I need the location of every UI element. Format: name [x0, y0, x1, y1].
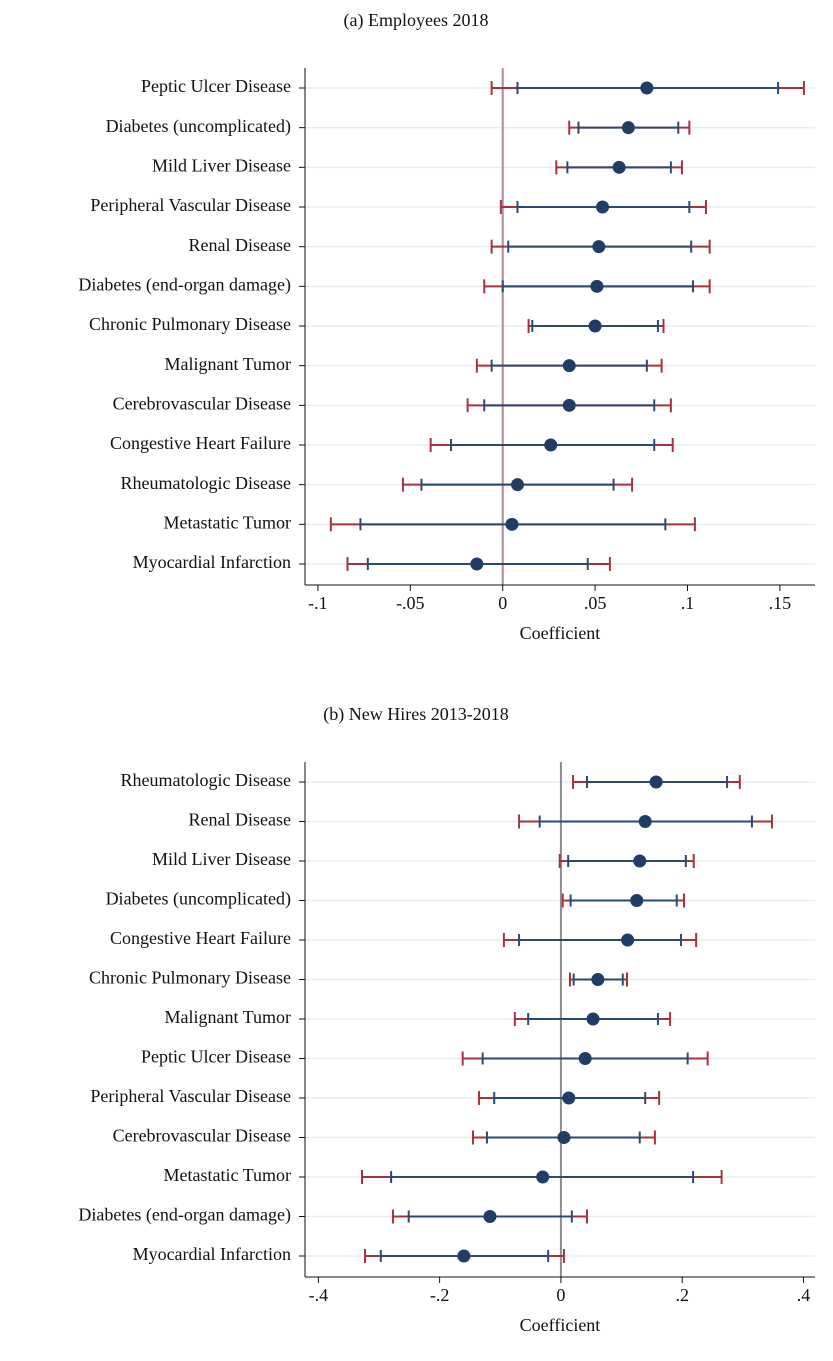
x-tick-label: .2 [675, 1285, 689, 1305]
x-tick-label: .1 [681, 593, 695, 613]
point [592, 240, 606, 254]
y-tick-label: Renal Disease [189, 235, 291, 255]
x-tick-label: -.2 [430, 1285, 450, 1305]
point [633, 854, 647, 868]
y-tick-label: Diabetes (uncomplicated) [106, 116, 291, 137]
point [562, 1091, 576, 1105]
x-tick-label: -.1 [308, 593, 328, 613]
y-tick-label: Rheumatologic Disease [121, 770, 291, 790]
y-tick-label: Renal Disease [189, 810, 291, 830]
x-tick-label: .4 [797, 1285, 811, 1305]
point [621, 933, 635, 947]
y-tick-label: Myocardial Infarction [133, 1244, 291, 1264]
chart-title: (a) Employees 2018 [344, 10, 489, 31]
y-tick-label: Peptic Ulcer Disease [141, 76, 291, 96]
y-tick-label: Congestive Heart Failure [110, 433, 291, 453]
point [483, 1210, 497, 1223]
y-tick-label: Mild Liver Disease [152, 849, 291, 869]
point [562, 359, 576, 373]
y-tick-label: Diabetes (end-organ damage) [78, 1205, 291, 1226]
y-tick-label: Congestive Heart Failure [110, 928, 291, 948]
y-tick-label: Malignant Tumor [164, 354, 291, 374]
point [649, 775, 663, 789]
point [591, 973, 605, 986]
x-tick-label: .15 [769, 593, 792, 613]
y-tick-label: Cerebrovascular Disease [113, 393, 291, 413]
point [621, 121, 635, 135]
y-tick-label: Chronic Pulmonary Disease [89, 968, 291, 988]
point [457, 1249, 471, 1263]
x-tick-label: 0 [556, 1285, 565, 1305]
chart-title: (b) New Hires 2013-2018 [323, 704, 508, 725]
y-tick-label: Chronic Pulmonary Disease [89, 314, 291, 334]
point [578, 1052, 592, 1065]
x-axis-label: Coefficient [520, 1315, 601, 1335]
point [588, 319, 602, 333]
point [640, 81, 654, 95]
point [612, 160, 626, 174]
point [505, 517, 519, 531]
point [536, 1170, 550, 1184]
y-tick-label: Rheumatologic Disease [121, 473, 291, 493]
point [562, 398, 576, 412]
point [544, 438, 558, 452]
y-tick-label: Cerebrovascular Disease [113, 1126, 291, 1146]
y-tick-label: Myocardial Infarction [133, 552, 291, 572]
y-tick-label: Peripheral Vascular Disease [90, 195, 291, 215]
y-tick-label: Peripheral Vascular Disease [90, 1086, 291, 1106]
x-tick-label: -.4 [309, 1285, 329, 1305]
y-tick-label: Metastatic Tumor [163, 1165, 291, 1185]
x-tick-label: -.05 [396, 593, 425, 613]
y-tick-label: Diabetes (end-organ damage) [78, 274, 291, 295]
y-tick-label: Malignant Tumor [164, 1007, 291, 1027]
point [596, 200, 609, 214]
x-axis-label: Coefficient [520, 623, 601, 643]
y-tick-label: Peptic Ulcer Disease [141, 1047, 291, 1067]
y-tick-label: Mild Liver Disease [152, 155, 291, 175]
x-tick-label: 0 [498, 593, 507, 613]
point [590, 279, 604, 293]
y-tick-label: Diabetes (uncomplicated) [106, 889, 291, 910]
point [586, 1012, 600, 1026]
point [638, 815, 652, 828]
point [511, 478, 524, 492]
point [557, 1131, 571, 1144]
point [630, 894, 644, 907]
point [470, 557, 484, 571]
x-tick-label: .05 [584, 593, 607, 613]
y-tick-label: Metastatic Tumor [163, 512, 291, 532]
